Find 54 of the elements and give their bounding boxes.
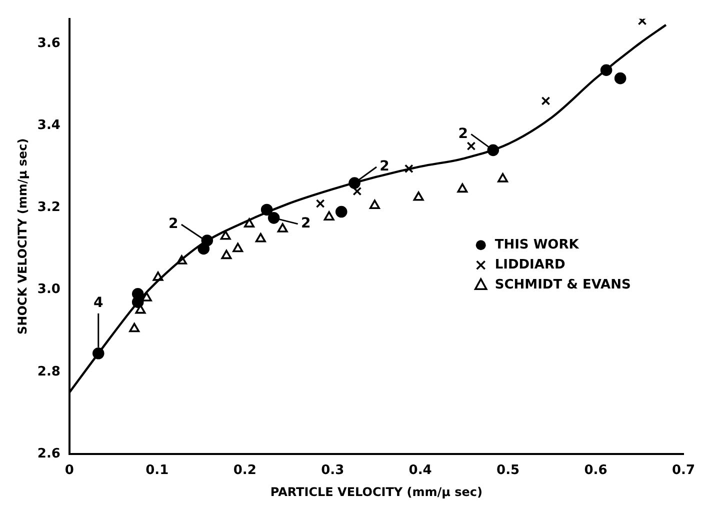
x-tick-label: 0.4 bbox=[408, 463, 432, 478]
point bbox=[232, 242, 244, 252]
point bbox=[129, 322, 140, 332]
point bbox=[487, 144, 500, 156]
y-tick-label: 3.0 bbox=[37, 282, 60, 298]
x-tick-label: 0.2 bbox=[233, 463, 256, 478]
point bbox=[466, 142, 476, 151]
point bbox=[176, 255, 187, 264]
point bbox=[201, 234, 214, 246]
y-tick-label: 3.6 bbox=[37, 36, 60, 51]
x-tick-label: 0.7 bbox=[672, 463, 695, 478]
y-tick-label: 2.6 bbox=[37, 446, 60, 462]
point bbox=[244, 218, 254, 228]
annotation: 2 bbox=[168, 216, 178, 232]
y-tick-label: 3.2 bbox=[37, 200, 60, 216]
point bbox=[268, 212, 280, 224]
legend-label: SCHMIDT & EVANS bbox=[494, 277, 631, 292]
x-tick-label: 0.1 bbox=[146, 463, 169, 478]
point bbox=[348, 177, 360, 189]
point bbox=[335, 206, 348, 218]
annotation: 4 bbox=[94, 295, 104, 312]
x-axis-title: PARTICLE VELOCITY (mm/μ sec) bbox=[270, 484, 483, 499]
point bbox=[260, 204, 273, 216]
y-axis-title: SHOCK VELOCITY (mm/μ sec) bbox=[15, 138, 30, 334]
point bbox=[220, 230, 231, 240]
point bbox=[413, 191, 424, 201]
point bbox=[324, 211, 334, 221]
point bbox=[152, 272, 164, 281]
point bbox=[92, 348, 104, 360]
point bbox=[457, 183, 468, 193]
legend-label: LIDDIARD bbox=[494, 257, 566, 272]
point bbox=[541, 96, 550, 106]
point bbox=[404, 164, 414, 174]
y-tick-label: 3.4 bbox=[37, 118, 60, 133]
x-tick-label: 0 bbox=[64, 463, 74, 478]
annotation: 2 bbox=[300, 216, 311, 232]
x-tick-label: 0.6 bbox=[584, 463, 608, 478]
x-tick-label: 0.3 bbox=[321, 463, 344, 478]
point bbox=[600, 64, 612, 76]
point bbox=[352, 186, 362, 196]
point bbox=[277, 223, 288, 232]
point bbox=[141, 292, 152, 302]
annotation: 2 bbox=[458, 126, 468, 142]
point bbox=[614, 72, 626, 84]
point bbox=[369, 200, 380, 210]
legend-label: THIS WORK bbox=[494, 237, 580, 252]
point bbox=[255, 232, 266, 242]
point bbox=[498, 173, 508, 182]
point bbox=[638, 18, 647, 26]
annotation: 2 bbox=[380, 158, 390, 175]
point bbox=[221, 250, 232, 260]
point bbox=[316, 199, 325, 208]
x-tick-label: 0.5 bbox=[496, 463, 520, 478]
y-tick-label: 2.8 bbox=[37, 364, 60, 380]
